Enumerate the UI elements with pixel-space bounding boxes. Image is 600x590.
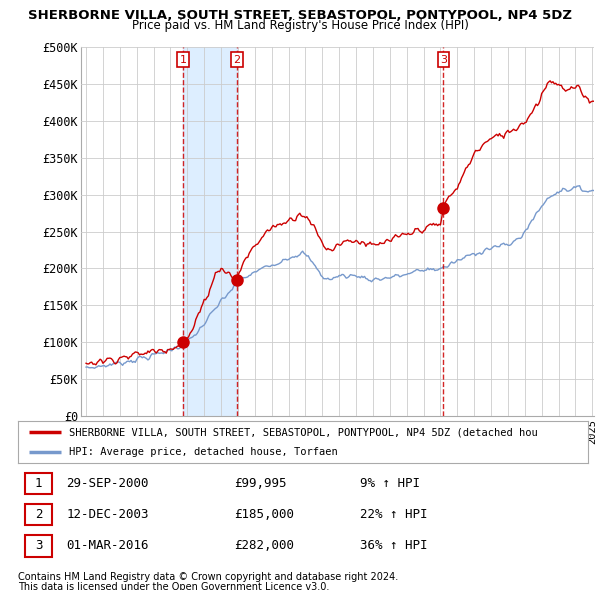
FancyBboxPatch shape <box>25 535 52 556</box>
Text: 12-DEC-2003: 12-DEC-2003 <box>67 508 149 522</box>
Text: 2: 2 <box>35 508 42 522</box>
Text: 3: 3 <box>440 55 447 64</box>
Text: Price paid vs. HM Land Registry's House Price Index (HPI): Price paid vs. HM Land Registry's House … <box>131 19 469 32</box>
Text: 01-MAR-2016: 01-MAR-2016 <box>67 539 149 552</box>
Text: This data is licensed under the Open Government Licence v3.0.: This data is licensed under the Open Gov… <box>18 582 329 590</box>
Text: £99,995: £99,995 <box>235 477 287 490</box>
Text: Contains HM Land Registry data © Crown copyright and database right 2024.: Contains HM Land Registry data © Crown c… <box>18 572 398 582</box>
Text: 1: 1 <box>179 55 187 64</box>
Text: 22% ↑ HPI: 22% ↑ HPI <box>360 508 427 522</box>
Text: £185,000: £185,000 <box>235 508 295 522</box>
Text: 29-SEP-2000: 29-SEP-2000 <box>67 477 149 490</box>
Bar <box>183 47 237 416</box>
Text: 1: 1 <box>35 477 42 490</box>
Text: 2: 2 <box>233 55 241 64</box>
Text: 9% ↑ HPI: 9% ↑ HPI <box>360 477 420 490</box>
Text: 3: 3 <box>35 539 42 552</box>
Text: £282,000: £282,000 <box>235 539 295 552</box>
Text: HPI: Average price, detached house, Torfaen: HPI: Average price, detached house, Torf… <box>70 447 338 457</box>
Text: SHERBORNE VILLA, SOUTH STREET, SEBASTOPOL, PONTYPOOL, NP4 5DZ (detached hou: SHERBORNE VILLA, SOUTH STREET, SEBASTOPO… <box>70 427 538 437</box>
Text: 36% ↑ HPI: 36% ↑ HPI <box>360 539 427 552</box>
Text: SHERBORNE VILLA, SOUTH STREET, SEBASTOPOL, PONTYPOOL, NP4 5DZ: SHERBORNE VILLA, SOUTH STREET, SEBASTOPO… <box>28 9 572 22</box>
FancyBboxPatch shape <box>25 473 52 494</box>
FancyBboxPatch shape <box>25 504 52 526</box>
